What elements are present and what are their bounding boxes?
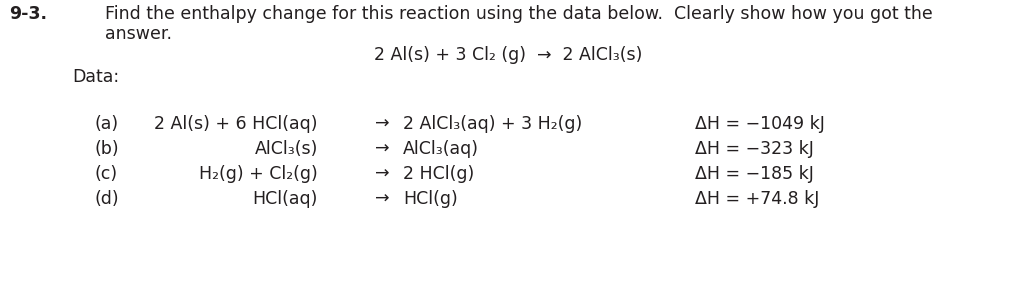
Text: ΔH = −1049 kJ: ΔH = −1049 kJ	[695, 115, 825, 133]
Text: AlCl₃(s): AlCl₃(s)	[255, 140, 318, 158]
Text: (b): (b)	[96, 140, 120, 158]
Text: Find the enthalpy change for this reaction using the data below.  Clearly show h: Find the enthalpy change for this reacti…	[105, 5, 933, 23]
Text: HCl(g): HCl(g)	[403, 190, 458, 208]
Text: 2 AlCl₃(aq) + 3 H₂(g): 2 AlCl₃(aq) + 3 H₂(g)	[403, 115, 582, 133]
Text: →: →	[375, 165, 389, 183]
Text: Data:: Data:	[72, 68, 119, 86]
Text: 2 Al(s) + 6 HCl(aq): 2 Al(s) + 6 HCl(aq)	[154, 115, 318, 133]
Text: 2 Al(s) + 3 Cl₂ (g)  →  2 AlCl₃(s): 2 Al(s) + 3 Cl₂ (g) → 2 AlCl₃(s)	[374, 46, 642, 64]
Text: →: →	[375, 140, 389, 158]
Text: H₂(g) + Cl₂(g): H₂(g) + Cl₂(g)	[199, 165, 318, 183]
Text: →: →	[375, 115, 389, 133]
Text: answer.: answer.	[105, 25, 172, 43]
Text: ΔH = −323 kJ: ΔH = −323 kJ	[695, 140, 814, 158]
Text: HCl(aq): HCl(aq)	[253, 190, 318, 208]
Text: →: →	[375, 190, 389, 208]
Text: (c): (c)	[96, 165, 118, 183]
Text: (d): (d)	[96, 190, 120, 208]
Text: 9-3.: 9-3.	[9, 5, 47, 23]
Text: ΔH = −185 kJ: ΔH = −185 kJ	[695, 165, 814, 183]
Text: AlCl₃(aq): AlCl₃(aq)	[403, 140, 479, 158]
Text: 2 HCl(g): 2 HCl(g)	[403, 165, 474, 183]
Text: (a): (a)	[96, 115, 119, 133]
Text: ΔH = +74.8 kJ: ΔH = +74.8 kJ	[695, 190, 819, 208]
